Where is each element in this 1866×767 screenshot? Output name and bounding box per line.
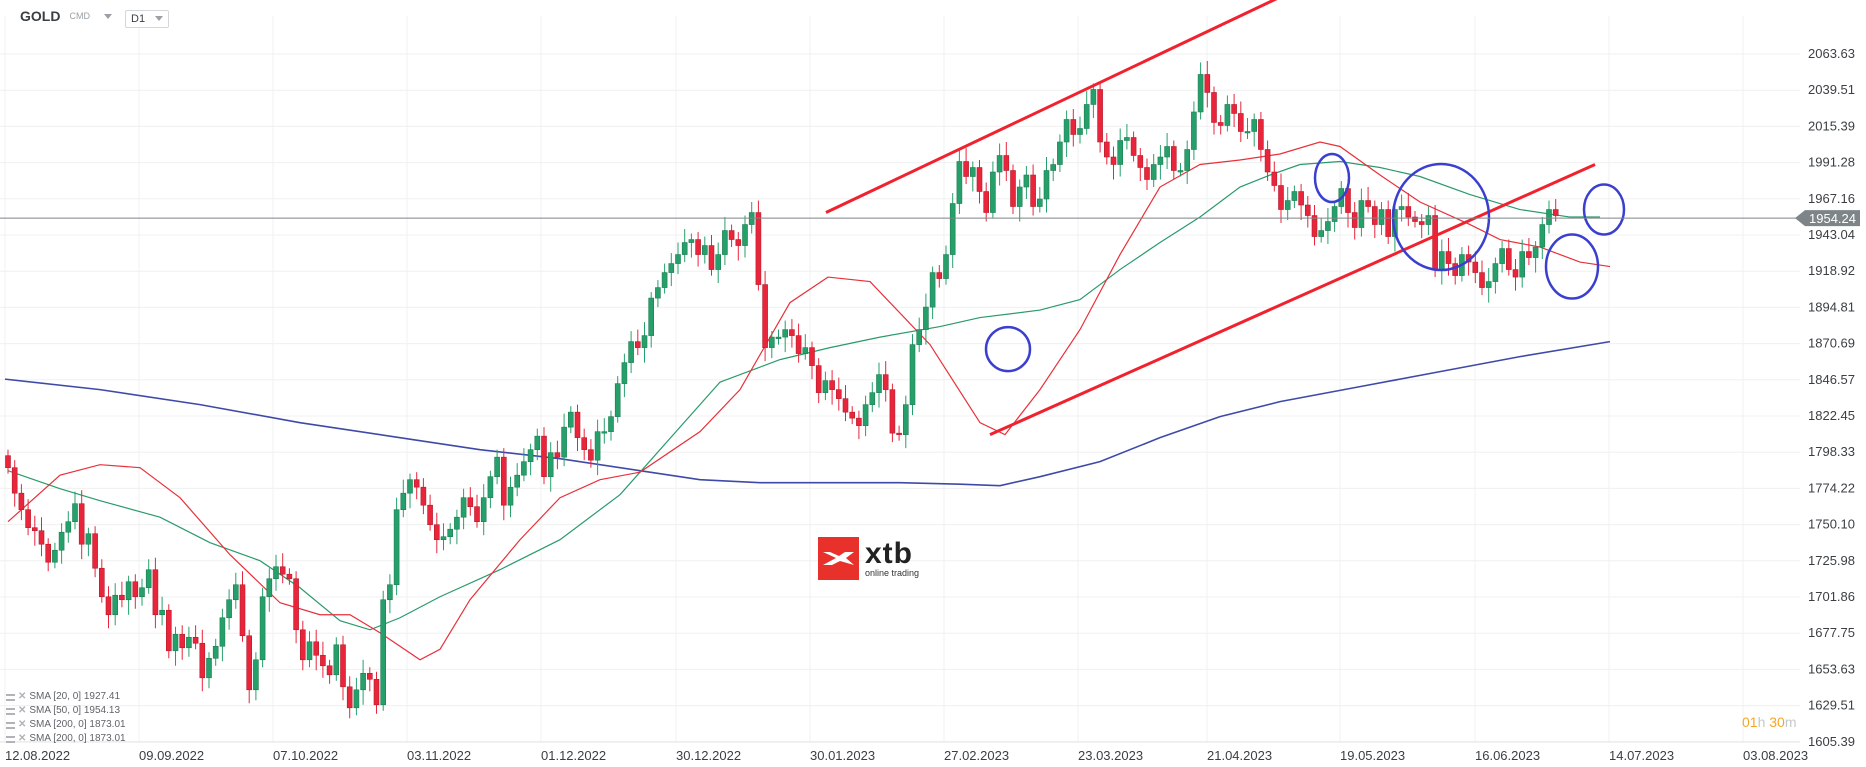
price-tick-label: 1991.28 — [1808, 155, 1855, 170]
current-price-tag: 1954.24 — [1795, 210, 1860, 227]
date-tick-label: 21.04.2023 — [1207, 748, 1272, 763]
price-tick-label: 1629.51 — [1808, 698, 1855, 713]
timeframe-select[interactable]: D1 — [125, 10, 169, 28]
price-tick-label: 1701.86 — [1808, 589, 1855, 604]
date-tick-label: 09.09.2022 — [139, 748, 204, 763]
logo-wordmark: xtb — [865, 536, 913, 570]
instrument-selector[interactable]: GOLD CMD — [20, 8, 112, 24]
time-axis[interactable]: 12.08.2022 09.09.2022 07.10.2022 03.11.2022… — [5, 748, 1808, 763]
remove-x-icon[interactable]: ✕ — [18, 719, 27, 730]
remove-x-icon[interactable]: ✕ — [18, 733, 27, 744]
price-tick-label: 1605.39 — [1808, 734, 1855, 749]
trend-channel-lines[interactable] — [825, 0, 1596, 437]
timer-minutes-unit: m — [1784, 714, 1797, 730]
date-tick-label: 12.08.2022 — [5, 748, 70, 763]
timeframe-value: D1 — [131, 13, 146, 25]
price-tick-label: 1653.63 — [1808, 661, 1855, 676]
logo-tagline: online trading — [865, 567, 920, 578]
legend-item-sma50[interactable]: ✕ SMA [50, 0] 1954.13 — [6, 704, 126, 718]
settings-lines-icon[interactable] — [6, 693, 15, 701]
price-tick-label: 1870.69 — [1808, 336, 1855, 351]
chevron-down-icon — [155, 16, 163, 21]
date-tick-label: 19.05.2023 — [1340, 748, 1405, 763]
date-tick-label: 30.12.2022 — [676, 748, 741, 763]
sma20-line — [7, 141, 1611, 661]
price-tick-label: 2015.39 — [1808, 118, 1855, 133]
price-tick-label: 1846.57 — [1808, 372, 1855, 387]
settings-lines-icon[interactable] — [6, 707, 15, 715]
date-tick-label: 01.12.2022 — [541, 748, 606, 763]
legend-label: SMA [50, 0] 1954.13 — [29, 705, 121, 716]
legend-item-sma200-b[interactable]: ✕ SMA [200, 0] 1873.01 — [6, 732, 126, 746]
price-tick-label: 1822.45 — [1808, 408, 1855, 423]
settings-lines-icon[interactable] — [6, 735, 15, 743]
legend-label: SMA [200, 0] 1873.01 — [29, 719, 126, 730]
price-tick-label: 1774.22 — [1808, 480, 1855, 495]
timer-hours: 01 — [1742, 714, 1758, 730]
remove-x-icon[interactable]: ✕ — [18, 705, 27, 716]
highlight-circles[interactable] — [984, 152, 1626, 373]
settings-lines-icon[interactable] — [6, 721, 15, 729]
sma200-line — [4, 340, 1611, 487]
xtb-logo-mark-icon — [818, 537, 859, 580]
legend-label: SMA [20, 0] 1927.41 — [29, 691, 121, 702]
remove-x-icon[interactable]: ✕ — [18, 691, 27, 702]
price-tick-label: 1918.92 — [1808, 263, 1855, 278]
price-tick-label: 1894.81 — [1808, 299, 1855, 314]
date-tick-label: 07.10.2022 — [273, 748, 338, 763]
price-tick-label: 1725.98 — [1808, 553, 1855, 568]
legend-item-sma200[interactable]: ✕ SMA [200, 0] 1873.01 — [6, 718, 126, 732]
indicator-legend: ✕ SMA [20, 0] 1927.41 ✕ SMA [50, 0] 1954… — [6, 690, 126, 746]
legend-item-sma20[interactable]: ✕ SMA [20, 0] 1927.41 — [6, 690, 126, 704]
candles — [5, 60, 1559, 719]
price-tick-label: 1750.10 — [1808, 517, 1855, 532]
symbol-name: GOLD — [20, 8, 61, 24]
svg-text:1954.24: 1954.24 — [1809, 211, 1856, 226]
price-tick-label: 1677.75 — [1808, 625, 1855, 640]
price-tick-label: 1967.16 — [1808, 191, 1855, 206]
legend-label: SMA [200, 0] 1873.01 — [29, 733, 126, 744]
price-tick-label: 2063.63 — [1808, 46, 1855, 61]
price-tick-label: 1943.04 — [1808, 227, 1855, 242]
timer-hours-unit: h — [1757, 714, 1766, 730]
date-tick-label: 30.01.2023 — [810, 748, 875, 763]
date-tick-label: 14.07.2023 — [1609, 748, 1674, 763]
symbol-type: CMD — [69, 11, 90, 21]
date-tick-label: 23.03.2023 — [1078, 748, 1143, 763]
timer-minutes: 30 — [1769, 714, 1785, 730]
date-tick-label: 27.02.2023 — [944, 748, 1009, 763]
date-tick-label: 03.08.2023 — [1743, 748, 1808, 763]
price-tick-label: 2039.51 — [1808, 82, 1855, 97]
xtb-logo: xtb online trading — [818, 537, 919, 580]
candle-countdown: 01h 30m — [1742, 714, 1797, 730]
price-axis[interactable]: 2063.63 2039.51 2015.39 1991.28 1967.16 1943.… — [1808, 46, 1855, 749]
chart-grid — [0, 16, 1800, 743]
price-tick-label: 1798.33 — [1808, 444, 1855, 459]
chevron-down-icon[interactable] — [103, 13, 112, 19]
date-tick-label: 16.06.2023 — [1475, 748, 1540, 763]
date-tick-label: 03.11.2022 — [407, 748, 471, 763]
